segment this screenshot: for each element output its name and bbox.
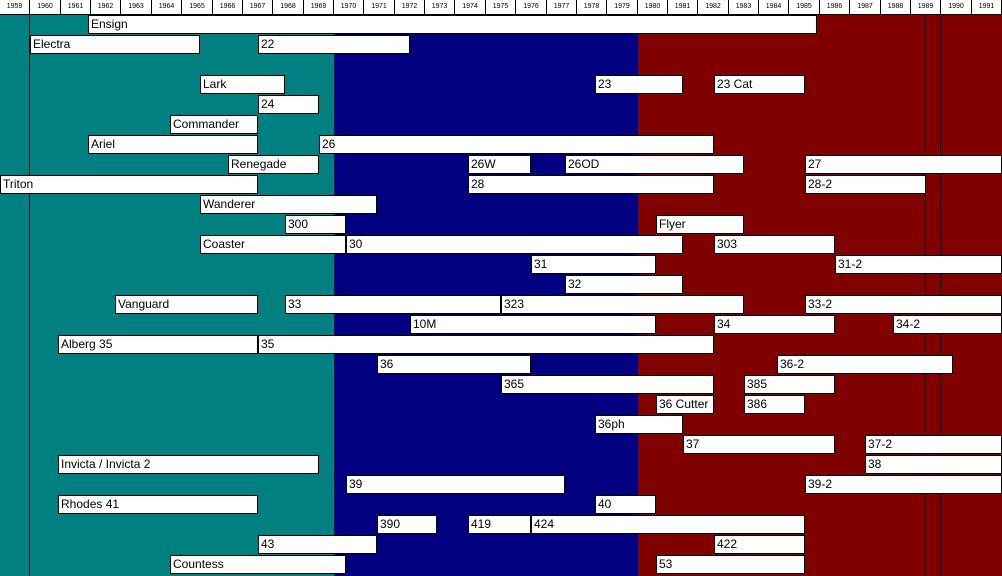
year-label: 1973 — [425, 0, 455, 14]
model-bar: Vanguard — [115, 295, 258, 314]
year-label: 1962 — [91, 0, 121, 14]
year-label: 1959 — [0, 0, 30, 14]
model-bar: 26W — [468, 155, 531, 174]
model-bar: 53 — [656, 555, 805, 574]
model-bar: 40 — [595, 495, 656, 514]
model-bar: 36 Cutter — [656, 395, 714, 414]
year-label: 1984 — [759, 0, 789, 14]
year-label: 1969 — [304, 0, 334, 14]
model-bar: 36-2 — [777, 355, 953, 374]
model-bar: Coaster — [200, 235, 346, 254]
year-label: 1964 — [152, 0, 182, 14]
model-bar: 28-2 — [805, 175, 926, 194]
model-bar: 30 — [346, 235, 683, 254]
year-label: 1967 — [243, 0, 273, 14]
model-bar: 39-2 — [805, 475, 1002, 494]
model-bar: Commander — [170, 115, 258, 134]
model-bar: 28 — [468, 175, 714, 194]
model-bar: 386 — [744, 395, 805, 414]
year-label: 1963 — [121, 0, 152, 14]
year-header: 1959 1960 1961 1962 1963 1964 1965 1966 1967 1968… — [0, 0, 1002, 15]
year-label: 1972 — [395, 0, 425, 14]
model-bar: Countess — [170, 555, 346, 574]
year-label: 1976 — [516, 0, 547, 14]
divider-line — [29, 15, 30, 576]
year-label: 1975 — [486, 0, 516, 14]
model-bar: 36ph — [595, 415, 683, 434]
year-label: 1978 — [577, 0, 607, 14]
model-bar: Flyer — [656, 215, 744, 234]
model-bar: 323 — [501, 295, 744, 314]
year-label: 1974 — [455, 0, 486, 14]
year-label: 1968 — [273, 0, 304, 14]
model-bar: 31-2 — [835, 255, 1002, 274]
model-bar: Ensign — [88, 15, 817, 34]
model-bar: 22 — [258, 35, 410, 54]
model-bar: 33-2 — [805, 295, 1002, 314]
year-label: 1971 — [364, 0, 395, 14]
model-bar: 32 — [565, 275, 683, 294]
model-bar: 26OD — [565, 155, 744, 174]
model-bar: 38 — [865, 455, 1002, 474]
year-label: 1982 — [698, 0, 729, 14]
year-label: 1989 — [911, 0, 941, 14]
year-label: 1983 — [729, 0, 759, 14]
model-bar: 424 — [531, 515, 805, 534]
year-label: 1960 — [30, 0, 61, 14]
model-bar: 365 — [501, 375, 714, 394]
model-bar: 303 — [714, 235, 835, 254]
year-label: 1966 — [213, 0, 243, 14]
model-bar: Rhodes 41 — [58, 495, 258, 514]
model-bar: 26 — [319, 135, 714, 154]
model-bar: 390 — [377, 515, 437, 534]
year-label: 1970 — [334, 0, 364, 14]
year-label: 1979 — [607, 0, 638, 14]
model-bar: 34-2 — [893, 315, 1002, 334]
year-label: 1965 — [182, 0, 213, 14]
model-bar: Electra — [30, 35, 200, 54]
model-bar: 300 — [285, 215, 346, 234]
model-bar: 24 — [258, 95, 319, 114]
model-bar: Ariel — [88, 135, 258, 154]
model-bar: Alberg 35 — [58, 335, 258, 354]
model-bar: 37 — [683, 435, 835, 454]
model-bar: 36 — [377, 355, 531, 374]
model-bar: 33 — [285, 295, 501, 314]
model-bar: 27 — [805, 155, 1002, 174]
year-label: 1991 — [972, 0, 1002, 14]
model-bar: Triton — [0, 175, 258, 194]
model-bar: 37-2 — [865, 435, 1002, 454]
model-bar: 35 — [258, 335, 714, 354]
year-label: 1981 — [668, 0, 698, 14]
model-bar: 419 — [468, 515, 531, 534]
model-bar: Lark — [200, 75, 285, 94]
year-label: 1988 — [881, 0, 911, 14]
year-label: 1990 — [941, 0, 972, 14]
model-bar: 43 — [258, 535, 377, 554]
year-label: 1986 — [820, 0, 850, 14]
model-bar: 23 — [595, 75, 683, 94]
model-bar: 23 Cat — [714, 75, 805, 94]
year-label: 1985 — [789, 0, 820, 14]
model-bar: Renegade — [228, 155, 319, 174]
model-bar: 34 — [714, 315, 835, 334]
model-bar: Wanderer — [200, 195, 377, 214]
year-label: 1961 — [61, 0, 91, 14]
model-bar: 422 — [714, 535, 805, 554]
year-label: 1980 — [638, 0, 668, 14]
model-bar: Invicta / Invicta 2 — [58, 455, 319, 474]
model-bar: 385 — [744, 375, 835, 394]
year-label: 1977 — [547, 0, 577, 14]
model-bar: 39 — [346, 475, 565, 494]
year-label: 1987 — [850, 0, 881, 14]
model-bar: 31 — [531, 255, 656, 274]
model-bar: 10M — [410, 315, 656, 334]
